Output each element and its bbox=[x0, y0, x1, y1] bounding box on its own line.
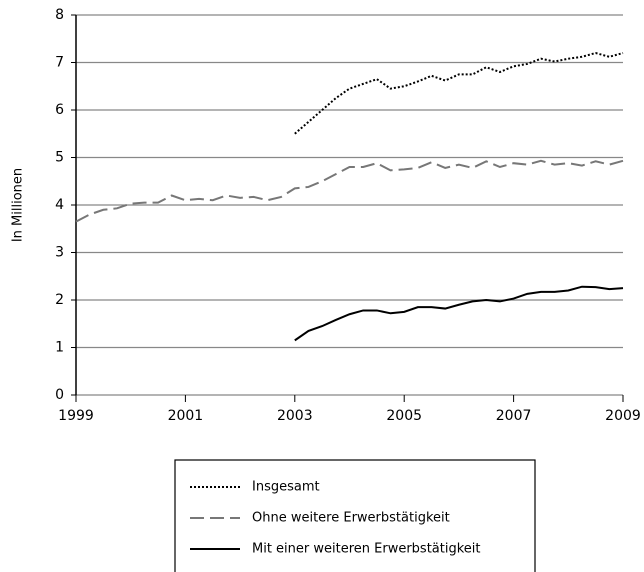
y-tick-label: 4 bbox=[55, 197, 64, 213]
y-tick-label: 1 bbox=[55, 340, 64, 356]
y-tick-label: 7 bbox=[55, 55, 64, 71]
y-tick-label: 5 bbox=[55, 150, 64, 166]
x-tick-label: 2005 bbox=[386, 408, 422, 424]
series-line bbox=[75, 159, 624, 223]
y-tick-label: 6 bbox=[55, 102, 64, 118]
legend-label: Insgesamt bbox=[252, 480, 320, 495]
legend-label: Mit einer weiteren Erwerbstätigkeit bbox=[252, 542, 481, 557]
y-tick-label: 8 bbox=[55, 7, 64, 23]
x-tick-label: 2003 bbox=[277, 408, 313, 424]
legend-box bbox=[174, 459, 536, 572]
series-line bbox=[294, 51, 624, 135]
y-tick-label: 0 bbox=[55, 387, 64, 403]
x-tick-label: 2001 bbox=[168, 408, 204, 424]
y-axis-label: In Millionen bbox=[11, 168, 26, 242]
legend-label: Ohne weitere Erwerbstätigkeit bbox=[252, 511, 450, 526]
x-tick-label: 2007 bbox=[496, 408, 532, 424]
y-tick-label: 3 bbox=[55, 245, 64, 261]
y-tick-label: 2 bbox=[55, 292, 64, 308]
x-tick-label: 1999 bbox=[58, 408, 94, 424]
series-line bbox=[294, 285, 624, 342]
x-tick-label: 2009 bbox=[605, 408, 641, 424]
